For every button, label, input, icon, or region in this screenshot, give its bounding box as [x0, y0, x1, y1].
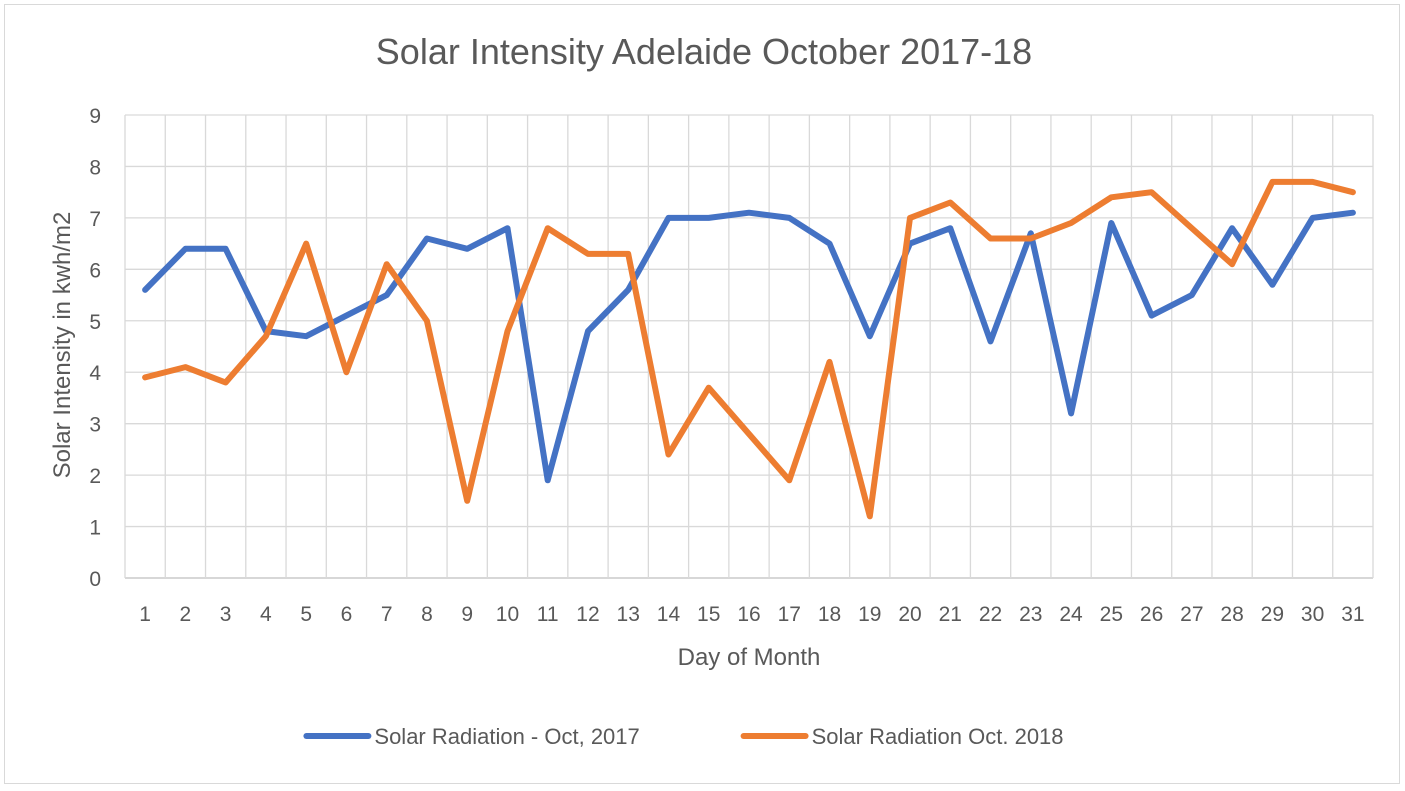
legend-label: Solar Radiation - Oct, 2017 — [374, 724, 639, 749]
legend-item-1: Solar Radiation - Oct, 2017 — [303, 724, 640, 749]
x-tick-label: 1 — [139, 603, 151, 626]
grid — [124, 114, 1374, 579]
x-tick-label: 15 — [697, 603, 720, 626]
legend: Solar Radiation - Oct, 2017 Solar Radiati… — [303, 724, 1064, 749]
x-tick-label: 24 — [1059, 603, 1083, 626]
x-tick-label: 10 — [496, 603, 519, 626]
y-tick-label: 6 — [89, 259, 101, 282]
x-tick-label: 4 — [260, 603, 272, 626]
x-tick-label: 5 — [300, 603, 312, 626]
x-tick-label: 2 — [180, 603, 192, 626]
x-tick-label: 11 — [537, 603, 559, 626]
x-axis-ticks: 1 2 3 4 5 6 7 8 9 10 11 12 13 14 15 16 17 18 19 20 21 22 23 24 2… — [139, 603, 1364, 626]
y-tick-label: 3 — [89, 414, 101, 437]
x-tick-label: 19 — [858, 603, 881, 626]
x-tick-label: 14 — [657, 603, 681, 626]
y-tick-label: 8 — [89, 156, 101, 179]
chart-title: Solar Intensity Adelaide October 2017-18 — [376, 31, 1032, 72]
x-tick-label: 16 — [737, 603, 760, 626]
y-tick-label: 9 — [89, 105, 101, 128]
y-axis-ticks: 0 1 2 3 4 5 6 7 8 9 — [89, 105, 101, 591]
x-tick-label: 30 — [1301, 603, 1324, 626]
x-tick-label: 3 — [220, 603, 232, 626]
y-tick-label: 1 — [89, 517, 101, 540]
x-tick-label: 17 — [778, 603, 801, 626]
y-tick-label: 4 — [89, 362, 101, 385]
series-line-1 — [142, 209, 1356, 484]
x-tick-label: 21 — [939, 603, 962, 626]
series-line-2 — [142, 178, 1356, 520]
y-tick-label: 0 — [89, 568, 101, 591]
y-axis-label: Solar Intensity in kwh/m2 — [49, 212, 76, 479]
x-tick-label: 20 — [898, 603, 921, 626]
y-tick-label: 2 — [89, 465, 101, 488]
x-tick-label: 7 — [381, 603, 393, 626]
x-tick-label: 29 — [1261, 603, 1284, 626]
x-tick-label: 28 — [1220, 603, 1243, 626]
y-tick-label: 7 — [89, 208, 101, 231]
legend-item-2: Solar Radiation Oct. 2018 — [740, 724, 1064, 749]
x-tick-label: 6 — [341, 603, 353, 626]
x-tick-label: 8 — [421, 603, 433, 626]
legend-label: Solar Radiation Oct. 2018 — [812, 724, 1064, 749]
series-lines — [142, 178, 1356, 520]
x-tick-label: 18 — [818, 603, 841, 626]
x-tick-label: 26 — [1140, 603, 1163, 626]
x-tick-label: 31 — [1341, 603, 1364, 626]
x-tick-label: 22 — [979, 603, 1002, 626]
x-tick-label: 23 — [1019, 603, 1042, 626]
y-tick-label: 5 — [89, 311, 101, 334]
x-tick-label: 9 — [461, 603, 473, 626]
x-axis-label: Day of Month — [678, 644, 821, 671]
x-tick-label: 13 — [617, 603, 640, 626]
x-tick-label: 12 — [576, 603, 599, 626]
x-tick-label: 25 — [1100, 603, 1123, 626]
x-tick-label: 27 — [1180, 603, 1203, 626]
